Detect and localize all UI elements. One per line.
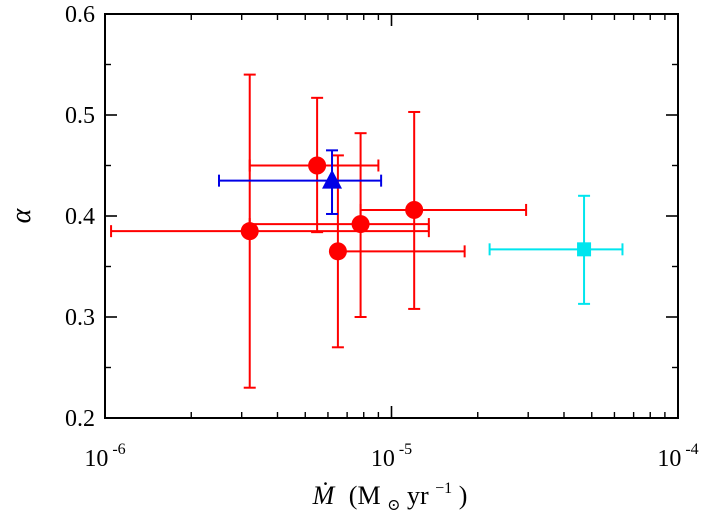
y-tick-label: 0.6 — [65, 2, 95, 28]
x-axis-label-close: ) — [459, 481, 468, 510]
data-point-square — [577, 242, 592, 257]
x-axis-label-open: (M — [349, 481, 381, 510]
y-tick-label: 0.2 — [65, 406, 95, 432]
x-axis-label-symbol: Ṁ — [312, 481, 336, 510]
data-point-circle — [405, 200, 424, 219]
plot-area — [110, 73, 624, 389]
y-axis-label: α — [6, 207, 37, 223]
x-tick-label: 10 -5 — [371, 441, 412, 472]
series-blue-triangle — [218, 149, 383, 215]
x-tick-label: 10 -6 — [84, 441, 125, 472]
data-point-circle — [308, 156, 327, 175]
y-tick-label: 0.4 — [65, 204, 95, 230]
axis-tick-labels: 0.2 0.3 0.4 0.5 0.6 10 -6 10 -5 10 -4 — [65, 2, 699, 472]
y-tick-label: 0.5 — [65, 103, 95, 129]
series-red-circles — [110, 73, 528, 389]
axes: 0.2 0.3 0.4 0.5 0.6 10 -6 10 -5 10 -4 — [65, 2, 699, 472]
data-point-circle — [328, 242, 347, 261]
x-axis-label: Ṁ (M ⊙ yr −1 ) — [312, 470, 468, 516]
y-tick-label: 0.3 — [65, 305, 95, 331]
plot-frame — [104, 13, 679, 419]
data-point-circle — [240, 222, 259, 241]
data-point-triangle — [322, 169, 343, 189]
x-axis-label-sup: −1 — [435, 480, 452, 497]
data-point-circle — [351, 215, 370, 234]
x-axis-label-mid: yr — [407, 481, 429, 510]
x-tick-label: 10 -4 — [657, 441, 698, 472]
axis-ticks — [104, 13, 679, 419]
x-axis-label-sub: ⊙ — [387, 497, 400, 514]
series-cyan-square — [488, 194, 624, 305]
